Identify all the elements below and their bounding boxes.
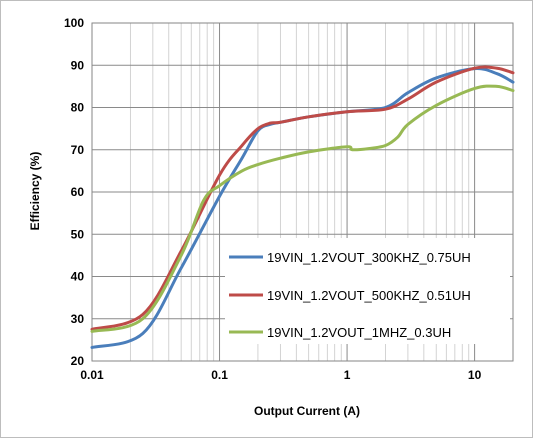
y-axis-label: Efficiency (%)	[28, 152, 42, 231]
x-axis-label: Output Current (A)	[254, 404, 360, 418]
x-tick-label: 10	[468, 368, 482, 382]
x-tick-label: 0.1	[211, 368, 228, 382]
y-tick-label: 70	[71, 143, 85, 157]
series-layer	[90, 65, 515, 349]
series-1mhz-line	[90, 84, 515, 333]
y-tick-label: 40	[71, 270, 85, 284]
plot-area-border	[91, 22, 514, 362]
legend-label: 19VIN_1.2VOUT_1MHZ_0.3UH	[267, 325, 451, 340]
legend-background	[225, 238, 510, 344]
y-tick-label: 30	[71, 312, 85, 326]
y-tick-label: 20	[71, 354, 85, 368]
x-tick-label: 1	[344, 368, 351, 382]
x-tick-label: 0.01	[80, 368, 104, 382]
legend-label: 19VIN_1.2VOUT_300KHZ_0.75UH	[267, 250, 471, 265]
legend-label: 19VIN_1.2VOUT_500KHZ_0.51UH	[267, 288, 471, 303]
legend: 19VIN_1.2VOUT_300KHZ_0.75UH 19VIN_1.2VOUT…	[225, 238, 510, 344]
tick-labels: 20 30 40 50 60 70 80 90 100 0.01 0.1 1 10	[64, 16, 482, 382]
y-tick-label: 90	[71, 58, 85, 72]
y-tick-label: 100	[64, 16, 84, 30]
y-tick-label: 50	[71, 227, 85, 241]
y-tick-label: 80	[71, 101, 85, 115]
y-tick-label: 60	[71, 185, 85, 199]
